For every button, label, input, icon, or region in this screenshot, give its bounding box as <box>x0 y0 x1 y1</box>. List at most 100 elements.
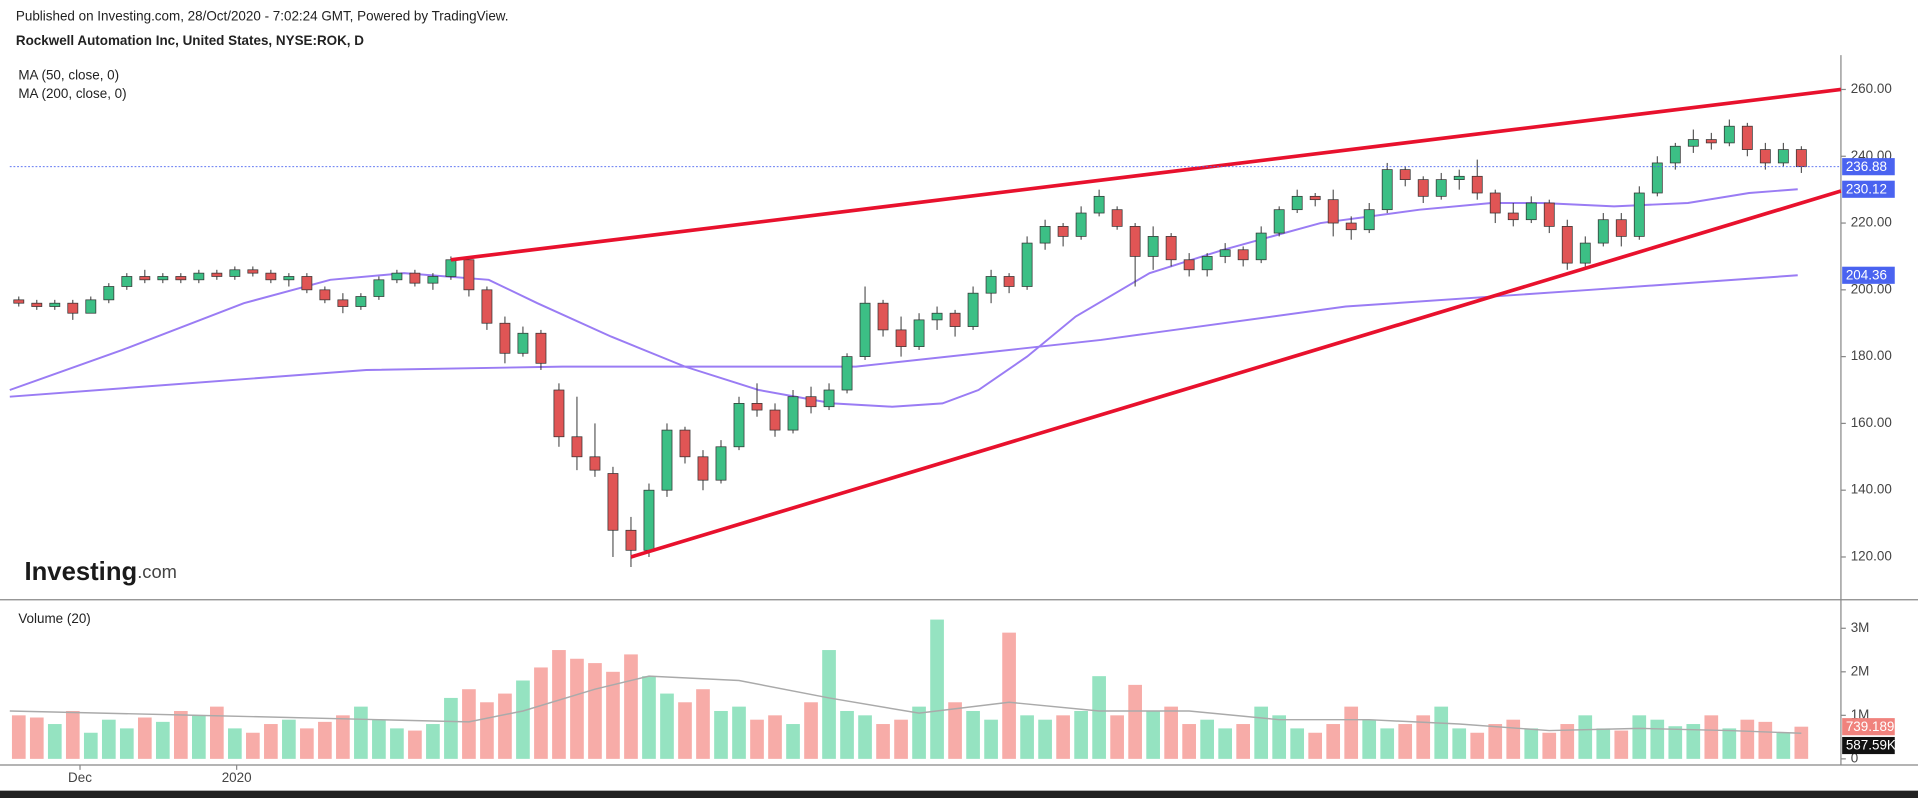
candle-body <box>1795 149 1807 168</box>
candle-body <box>13 299 25 304</box>
y-tick-label: 140.00 <box>1851 482 1892 497</box>
candle-body <box>49 302 61 307</box>
volume-bar <box>1272 715 1287 759</box>
volume-bar <box>1740 719 1755 759</box>
volume-bar <box>516 680 530 759</box>
y-tick-label: 260.00 <box>1851 81 1892 96</box>
value-tag <box>1842 266 1895 284</box>
candle-body <box>1759 149 1771 164</box>
volume-title: Volume (20) <box>18 611 90 626</box>
candle-body <box>1201 256 1213 271</box>
volume-bar <box>282 719 296 759</box>
volume-bar <box>1182 724 1196 759</box>
volume-bar <box>948 702 962 759</box>
candle-body <box>1615 219 1627 237</box>
line-series <box>9 188 1798 408</box>
candle-body <box>1381 169 1393 211</box>
volume-bar <box>1164 706 1178 759</box>
volume-bar <box>11 715 26 759</box>
volume-bar <box>65 710 80 759</box>
volume-bar <box>47 724 62 759</box>
volume-bar <box>480 702 494 759</box>
value-tag <box>1842 736 1895 755</box>
candle-body <box>283 276 295 281</box>
candle-body <box>607 473 619 531</box>
candle-body <box>481 289 493 324</box>
candle-body <box>1579 242 1591 264</box>
candle-body <box>625 529 637 551</box>
logo: Investing.com <box>24 558 176 586</box>
candle-body <box>1687 139 1699 147</box>
candle-body <box>1705 139 1717 144</box>
candle-body <box>751 403 763 411</box>
candle-body <box>427 276 439 284</box>
candle-body <box>679 429 691 458</box>
logo-brand: Investing <box>24 558 137 586</box>
trend-line <box>450 87 1842 262</box>
volume-bar <box>462 689 476 759</box>
candle-body <box>1489 192 1501 214</box>
volume-bar <box>426 724 440 759</box>
volume-bar <box>1056 715 1070 759</box>
volume-bar <box>246 732 260 759</box>
volume-bar <box>1506 719 1521 759</box>
volume-bar <box>1650 719 1665 759</box>
candle-body <box>517 332 529 354</box>
volume-bar <box>1560 724 1575 759</box>
volume-bar <box>966 710 980 759</box>
x-tick-label: 2020 <box>222 770 252 785</box>
volume-bar <box>876 724 890 759</box>
volume-bar <box>498 693 512 759</box>
volume-bar <box>840 710 854 759</box>
volume-bar <box>1578 715 1593 759</box>
candle-body <box>157 276 169 281</box>
volume-bar <box>1380 728 1395 759</box>
volume-bar <box>1146 710 1160 759</box>
volume-bar <box>1398 724 1413 759</box>
candle-body <box>139 276 151 281</box>
volume-bar <box>750 719 764 759</box>
volume-bar <box>354 706 368 759</box>
candle-body <box>1435 179 1447 197</box>
candle-body <box>1669 145 1681 164</box>
candle-body <box>463 259 475 291</box>
volume-bar <box>858 715 872 759</box>
volume-bar <box>228 728 242 759</box>
trend-line <box>630 189 1842 559</box>
volume-bar <box>1794 726 1809 759</box>
y-tick-label: 3M <box>1851 620 1870 635</box>
candle-body <box>229 269 241 277</box>
candle-body <box>823 389 835 408</box>
candle-body <box>265 272 277 281</box>
volume-bar <box>408 730 422 759</box>
candle-body <box>1075 212 1087 237</box>
candle-body <box>589 456 601 471</box>
volume-bar <box>1722 728 1737 759</box>
volume-bar <box>768 715 782 759</box>
candle-body <box>337 299 349 307</box>
volume-bar <box>1668 726 1683 759</box>
volume-bar <box>1686 724 1701 759</box>
volume-bar <box>1488 724 1503 759</box>
candle-body <box>913 319 925 347</box>
candle-body <box>1543 202 1555 227</box>
line-series <box>9 274 1798 398</box>
volume-bar <box>1524 728 1539 759</box>
volume-bar <box>1362 719 1377 759</box>
candle-body <box>1525 202 1537 221</box>
legend-ma50: MA (50, close, 0) <box>18 67 119 82</box>
volume-bar <box>1254 706 1269 759</box>
volume-bar <box>1236 724 1250 759</box>
candle-body <box>841 356 853 391</box>
value-tag <box>1842 180 1895 198</box>
candle-body <box>121 276 133 287</box>
volume-bar <box>1704 715 1719 759</box>
volume-bar <box>210 706 224 759</box>
volume-bar <box>192 715 206 759</box>
y-tick-label: 160.00 <box>1851 415 1892 430</box>
candle-body <box>715 446 727 481</box>
volume-bar <box>552 650 566 759</box>
candle-body <box>1309 195 1321 201</box>
volume-bar <box>1038 719 1052 759</box>
candle-body <box>571 436 583 458</box>
